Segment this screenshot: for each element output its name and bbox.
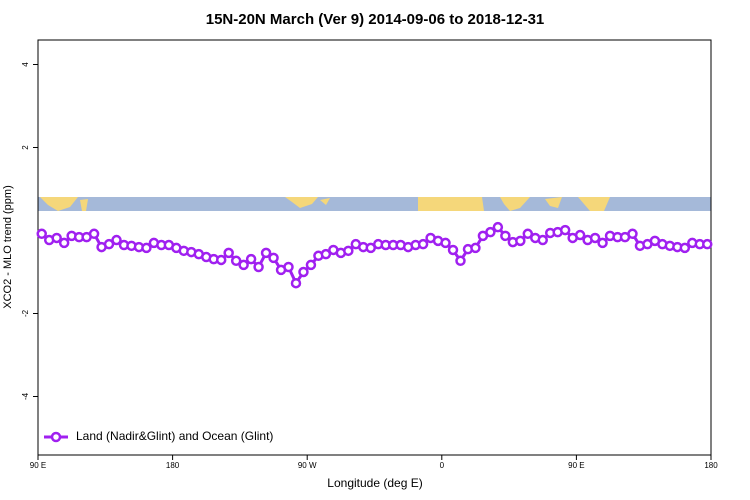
map-band	[38, 197, 711, 211]
data-point	[230, 255, 242, 267]
data-point	[88, 228, 100, 240]
data-point	[559, 224, 571, 236]
x-tick-label: 0	[440, 461, 445, 470]
x-tick-label: 90 E	[568, 461, 584, 470]
data-point	[440, 237, 451, 249]
data-point	[679, 242, 691, 254]
data-point	[515, 235, 526, 247]
data-point	[702, 238, 713, 250]
data-point	[215, 254, 227, 266]
x-tick-label: 90 E	[30, 461, 46, 470]
data-point	[522, 228, 534, 240]
data-point	[290, 277, 302, 289]
data-point	[283, 261, 294, 273]
data-point	[470, 242, 481, 254]
x-axis-label: Longitude (deg E)	[327, 476, 422, 490]
data-point	[589, 232, 601, 244]
legend-label: Land (Nadir&Glint) and Ocean (Glint)	[76, 429, 273, 443]
legend-marker	[50, 431, 62, 443]
data-point	[627, 228, 638, 240]
x-tick-label: 90 W	[298, 461, 317, 470]
y-tick-label: 4	[21, 62, 30, 67]
data-point	[492, 221, 504, 233]
data-point	[574, 229, 586, 241]
data-point	[447, 244, 459, 256]
data-point	[36, 228, 47, 240]
data-point	[141, 242, 152, 254]
data-point	[103, 238, 115, 250]
data-point	[320, 248, 332, 260]
data-point	[305, 259, 317, 271]
data-point	[58, 237, 70, 249]
data-point	[268, 252, 279, 264]
data-point	[253, 261, 264, 273]
data-point	[111, 234, 122, 246]
y-tick-label: -2	[21, 309, 30, 317]
y-tick-label: -4	[21, 392, 30, 400]
data-point	[343, 245, 354, 257]
data-point	[51, 232, 62, 244]
y-axis-label: XCO2 - MLO trend (ppm)	[2, 185, 14, 308]
data-point	[238, 259, 249, 271]
data-point	[245, 253, 257, 265]
x-tick-label: 180	[704, 461, 718, 470]
chart-title: 15N-20N March (Ver 9) 2014-09-06 to 2018…	[206, 11, 545, 28]
y-tick-label: 2	[21, 145, 30, 150]
x-tick-label: 180	[166, 461, 180, 470]
data-point	[485, 226, 496, 238]
data-point	[223, 247, 234, 259]
data-point	[298, 266, 309, 278]
data-point	[537, 234, 548, 246]
data-point	[597, 237, 608, 249]
data-point	[500, 230, 511, 242]
data-point	[455, 255, 466, 267]
data-point	[260, 247, 272, 259]
data-point	[417, 238, 429, 250]
